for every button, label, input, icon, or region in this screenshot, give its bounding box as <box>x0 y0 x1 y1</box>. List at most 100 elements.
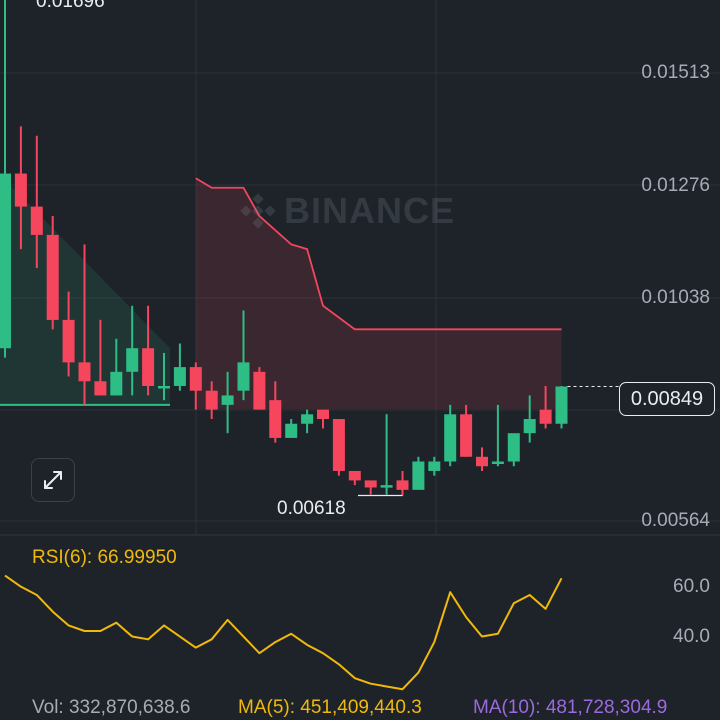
candle-body <box>94 381 107 396</box>
candle-body <box>269 400 282 438</box>
high-price-label: 0.01696 <box>36 0 105 12</box>
candle <box>237 310 250 401</box>
candle-body <box>555 386 568 424</box>
y-axis-tick: 0.01513 <box>641 62 710 83</box>
candle <box>317 409 329 429</box>
watermark-text: BINANCE <box>284 190 456 231</box>
candle-body <box>301 414 314 424</box>
candle-body <box>253 371 266 410</box>
candle <box>14 126 27 250</box>
candle <box>301 409 314 434</box>
candle <box>46 216 59 330</box>
y-axis-tick: 0.01038 <box>641 287 710 308</box>
candle-body <box>364 480 377 488</box>
current-price-value: 0.00849 <box>630 387 704 410</box>
candle-body <box>237 362 250 391</box>
candle-body <box>78 362 91 382</box>
candle-body <box>476 456 488 467</box>
binance-watermark: BINANCE <box>238 190 455 232</box>
resistance-fill <box>195 178 562 410</box>
candle <box>78 244 91 405</box>
candle-body <box>30 206 43 235</box>
candle-body <box>62 319 75 363</box>
candle-body <box>205 390 218 410</box>
candle <box>158 352 170 401</box>
y-axis-tick: 0.01276 <box>641 175 710 196</box>
candle <box>555 385 568 429</box>
candle-body <box>491 461 504 465</box>
candle-body <box>428 461 441 471</box>
candle-body <box>460 414 473 457</box>
candle <box>126 305 139 396</box>
candle <box>507 433 520 467</box>
candle <box>444 404 457 467</box>
candle-body <box>14 173 27 207</box>
candle-body <box>142 348 155 386</box>
binance-logo-icon <box>240 193 276 229</box>
candle <box>94 319 107 396</box>
candle-body <box>523 419 536 434</box>
candle-body <box>126 348 139 372</box>
y-axis-tick: 0.00564 <box>641 510 710 531</box>
candle-body <box>348 470 361 481</box>
candle <box>523 395 536 443</box>
candle <box>380 414 393 495</box>
candle <box>205 381 218 420</box>
candle <box>110 338 123 396</box>
rsi-axis-tick: 60.0 <box>673 576 710 597</box>
candle-body <box>110 371 123 396</box>
volume-value: Vol: 332,870,638.6 <box>32 697 191 718</box>
resistance-line <box>195 177 562 331</box>
candle-body <box>412 461 425 490</box>
candle-body <box>0 173 11 349</box>
candle <box>491 404 504 467</box>
candlesticks <box>0 0 568 496</box>
candle-body <box>46 234 59 320</box>
price-markers <box>358 385 619 497</box>
ma5-value: MA(5): 451,409,440.3 <box>238 697 422 718</box>
candle <box>348 470 361 486</box>
candle-body <box>444 414 457 462</box>
candle-body <box>380 485 393 488</box>
candle <box>476 447 488 471</box>
candle-body <box>173 367 186 386</box>
expand-chart-button[interactable] <box>31 458 75 502</box>
rsi-panel <box>4 574 563 691</box>
candle <box>0 0 11 358</box>
candle <box>189 362 202 410</box>
low-price-label: 0.00618 <box>277 498 346 519</box>
rsi-label: RSI(6): 66.99950 <box>32 547 177 568</box>
rsi-axis-tick: 40.0 <box>673 626 710 647</box>
rsi-line <box>4 574 563 691</box>
candle <box>173 343 186 391</box>
candle-body <box>507 433 520 462</box>
candle <box>285 419 298 438</box>
candle-body <box>317 409 329 420</box>
candle-body <box>332 419 345 471</box>
candle-body <box>539 409 552 424</box>
candle <box>539 385 552 429</box>
candle-body <box>285 423 298 438</box>
candle <box>364 480 377 495</box>
chart-grid <box>0 0 720 536</box>
candle-body <box>221 395 234 405</box>
candle <box>332 419 345 476</box>
volume-info-bar: Vol: 332,870,638.6 MA(5): 451,409,440.3 … <box>0 692 720 720</box>
candle <box>412 456 425 490</box>
candle <box>253 367 266 410</box>
candle <box>221 371 234 434</box>
candle-body <box>158 385 170 389</box>
ma10-value: MA(10): 481,728,304.9 <box>473 697 668 718</box>
candle <box>30 135 43 268</box>
candle <box>428 456 441 476</box>
current-price-tag[interactable]: 0.00849 <box>619 382 715 416</box>
expand-arrows-icon <box>44 471 62 489</box>
candle-body <box>189 367 202 391</box>
candle <box>62 291 75 377</box>
candle <box>396 470 409 496</box>
candle <box>460 404 473 457</box>
candle <box>142 305 155 396</box>
candle <box>269 381 282 443</box>
candle-body <box>396 480 409 490</box>
